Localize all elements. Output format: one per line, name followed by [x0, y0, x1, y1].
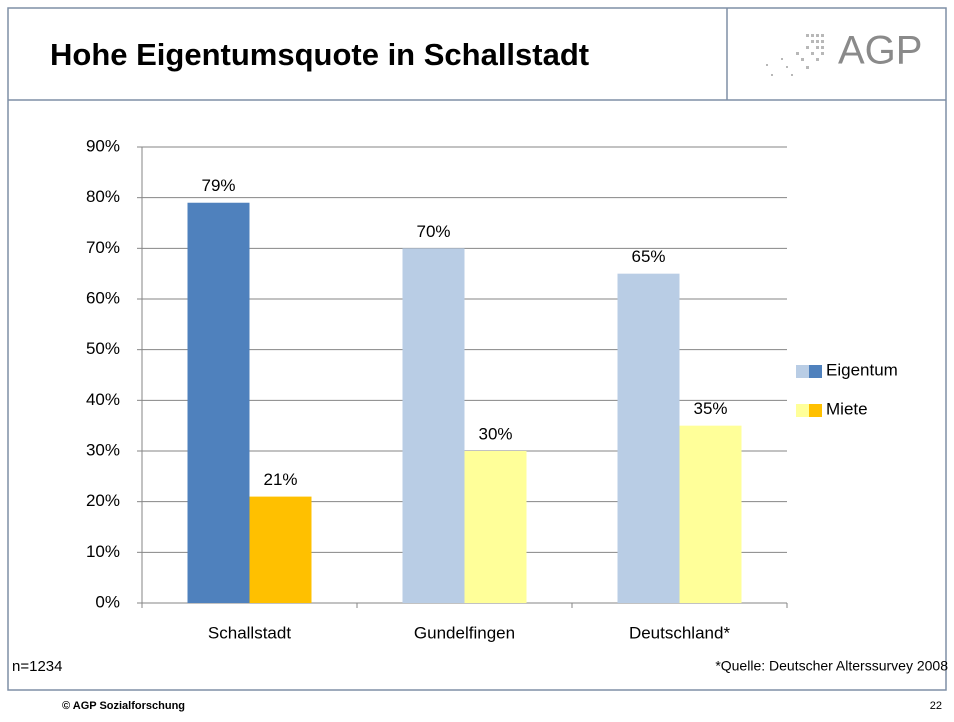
y-tick-label: 90%: [86, 136, 120, 155]
value-label: 35%: [693, 399, 727, 418]
bar: [187, 202, 250, 603]
y-tick-label: 40%: [86, 390, 120, 409]
bar: [617, 273, 680, 603]
value-label: 79%: [201, 176, 235, 195]
y-tick-label: 60%: [86, 288, 120, 307]
y-tick-label: 10%: [86, 542, 120, 561]
legend-swatch: [809, 365, 822, 378]
y-tick-label: 70%: [86, 238, 120, 257]
legend-swatch: [796, 365, 809, 378]
y-tick-label: 80%: [86, 187, 120, 206]
y-tick-label: 50%: [86, 339, 120, 358]
footer-copyright: © AGP Sozialforschung: [62, 700, 185, 712]
y-tick-label: 0%: [95, 592, 120, 611]
value-label: 70%: [416, 222, 450, 241]
legend-swatch: [796, 404, 809, 417]
value-label: 65%: [631, 247, 665, 266]
page-number: 22: [930, 700, 942, 712]
y-tick-label: 30%: [86, 440, 120, 459]
legend-swatch: [809, 404, 822, 417]
x-tick-label: Schallstadt: [208, 623, 291, 642]
logo-text: AGP: [838, 29, 922, 73]
bar: [464, 451, 527, 603]
value-label: 30%: [478, 424, 512, 443]
slide-title: Hohe Eigentumsquote in Schallstadt: [50, 37, 589, 72]
legend-label: Eigentum: [826, 360, 898, 379]
source-note: *Quelle: Deutscher Alterssurvey 2008: [715, 658, 948, 674]
x-tick-label: Gundelfingen: [414, 623, 515, 642]
x-tick-label: Deutschland*: [629, 623, 731, 642]
bar: [402, 248, 465, 604]
y-tick-label: 20%: [86, 491, 120, 510]
logo-mark: [766, 34, 824, 76]
legend-label: Miete: [826, 399, 868, 418]
value-label: 21%: [263, 470, 297, 489]
bar: [249, 496, 312, 603]
bar: [679, 425, 742, 603]
sample-note: n=1234: [12, 658, 62, 675]
